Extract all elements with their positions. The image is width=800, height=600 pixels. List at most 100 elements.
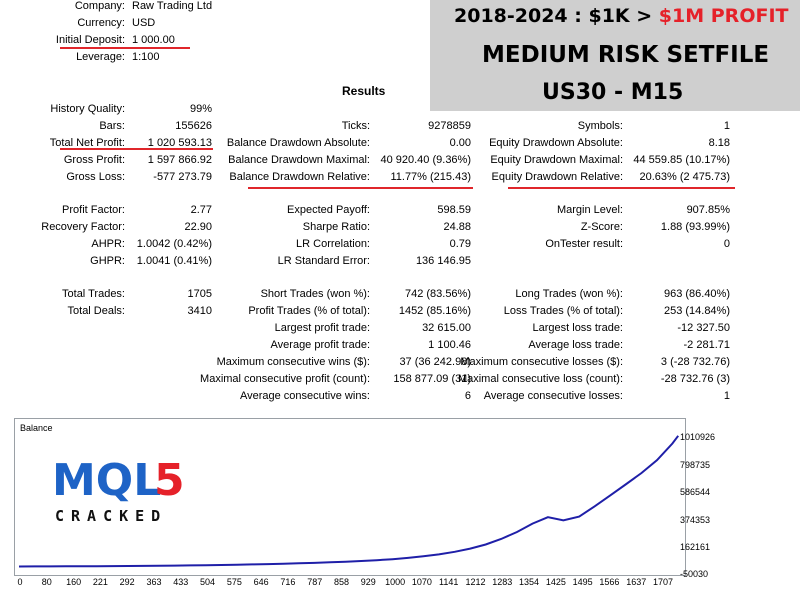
result-label: Recovery Factor: bbox=[41, 221, 125, 233]
result-label: Maximal consecutive loss (count): bbox=[457, 373, 623, 385]
result-value: 907.85% bbox=[686, 204, 730, 216]
result-label: GHPR: bbox=[90, 255, 125, 267]
x-tick-label: 504 bbox=[200, 577, 216, 587]
x-tick-label: 1566 bbox=[599, 577, 620, 587]
x-tick-label: 363 bbox=[146, 577, 162, 587]
highlight-underline bbox=[60, 148, 213, 150]
result-value: 1452 (85.16%) bbox=[398, 305, 471, 317]
result-value: 1 597 866.92 bbox=[147, 154, 212, 166]
result-label: Expected Payoff: bbox=[287, 204, 370, 216]
result-label: Largest profit trade: bbox=[274, 322, 370, 334]
result-value: 9278859 bbox=[428, 120, 471, 132]
result-label: Total Deals: bbox=[67, 305, 125, 317]
result-label: Loss Trades (% of total): bbox=[503, 305, 623, 317]
logo-cracked-text: CRACKED bbox=[55, 507, 168, 525]
result-label: Balance Drawdown Relative: bbox=[229, 171, 370, 183]
result-value: 1 bbox=[723, 390, 730, 402]
result-label: Balance Drawdown Absolute: bbox=[226, 137, 370, 149]
x-tick-label: 1637 bbox=[626, 577, 647, 587]
initial-deposit-highlight bbox=[60, 47, 190, 49]
result-value: 253 (14.84%) bbox=[663, 305, 730, 317]
result-label: Symbols: bbox=[577, 120, 623, 132]
x-tick-label: 1425 bbox=[545, 577, 566, 587]
result-label: Equity Drawdown Relative: bbox=[491, 171, 623, 183]
result-label: Bars: bbox=[99, 120, 125, 132]
x-tick-label: 1000 bbox=[385, 577, 406, 587]
result-label: Ticks: bbox=[341, 120, 370, 132]
result-label: OnTester result: bbox=[545, 238, 623, 250]
chart-title: Balance bbox=[20, 423, 53, 433]
result-label: Long Trades (won %): bbox=[515, 288, 623, 300]
x-tick-label: 80 bbox=[41, 577, 52, 587]
result-value: 1 100.46 bbox=[428, 339, 471, 351]
result-value: 3410 bbox=[187, 305, 212, 317]
x-tick-label: 1141 bbox=[438, 577, 459, 587]
x-tick-label: 1212 bbox=[465, 577, 486, 587]
y-tick-label: -50030 bbox=[680, 569, 709, 579]
header-info-label: Currency: bbox=[77, 17, 125, 29]
result-label: Profit Factor: bbox=[62, 204, 125, 216]
x-tick-label: 0 bbox=[17, 577, 23, 587]
result-label: Equity Drawdown Absolute: bbox=[489, 137, 623, 149]
result-value: 1 020 593.13 bbox=[147, 137, 212, 149]
result-value: 2.77 bbox=[190, 204, 212, 216]
result-label: Equity Drawdown Maximal: bbox=[490, 154, 623, 166]
header-info-value: Raw Trading Ltd bbox=[132, 0, 213, 12]
result-value: 24.88 bbox=[443, 221, 471, 233]
logo-five-text: 5 bbox=[154, 455, 185, 506]
result-value: -577 273.79 bbox=[153, 171, 212, 183]
result-value: 37 (36 242.98) bbox=[399, 356, 471, 368]
result-value: 742 (83.56%) bbox=[404, 288, 471, 300]
result-label: Average consecutive wins: bbox=[239, 390, 370, 402]
result-value: 1.0042 (0.42%) bbox=[136, 238, 212, 250]
result-value: 0.79 bbox=[449, 238, 471, 250]
result-label: LR Standard Error: bbox=[277, 255, 370, 267]
result-label: LR Correlation: bbox=[296, 238, 370, 250]
x-tick-label: 1354 bbox=[519, 577, 540, 587]
y-tick-label: 798735 bbox=[680, 460, 711, 470]
result-label: Margin Level: bbox=[556, 204, 623, 216]
result-label: Maximum consecutive losses ($): bbox=[460, 356, 623, 368]
x-tick-label: 858 bbox=[333, 577, 350, 587]
result-label: AHPR: bbox=[91, 238, 125, 250]
promo-line-3: US30 - M15 bbox=[542, 80, 684, 105]
result-value: 99% bbox=[189, 103, 212, 115]
result-value: 598.59 bbox=[437, 204, 471, 216]
result-label: Average loss trade: bbox=[528, 339, 623, 351]
result-value: 158 877.09 (31) bbox=[393, 373, 471, 385]
highlight-underline bbox=[508, 187, 735, 189]
result-label: Total Trades: bbox=[62, 288, 125, 300]
balance-chart bbox=[14, 418, 686, 576]
result-value: 40 920.40 (9.36%) bbox=[380, 154, 471, 166]
y-tick-label: 1010926 bbox=[680, 432, 716, 442]
header-info-label: Company: bbox=[74, 0, 125, 12]
result-value: 1705 bbox=[187, 288, 212, 300]
result-value: 22.90 bbox=[184, 221, 212, 233]
result-value: -12 327.50 bbox=[677, 322, 730, 334]
x-tick-label: 1283 bbox=[492, 577, 513, 587]
result-value: 6 bbox=[464, 390, 471, 402]
result-label: Total Net Profit: bbox=[49, 137, 125, 149]
highlight-underline bbox=[248, 187, 473, 189]
result-label: Sharpe Ratio: bbox=[302, 221, 370, 233]
result-value: 0.00 bbox=[449, 137, 471, 149]
promo-line-1-prefix: 2018-2024 : $1K > bbox=[454, 5, 659, 27]
result-label: Balance Drawdown Maximal: bbox=[228, 154, 370, 166]
result-value: -2 281.71 bbox=[683, 339, 730, 351]
header-info-value: 1:100 bbox=[132, 51, 160, 63]
header-info-label: Leverage: bbox=[76, 51, 125, 63]
x-tick-label: 292 bbox=[119, 577, 135, 587]
result-label: Gross Loss: bbox=[66, 171, 125, 183]
y-tick-label: 586544 bbox=[680, 487, 711, 497]
result-value: 1 bbox=[723, 120, 730, 132]
header-info-value: 1 000.00 bbox=[132, 34, 175, 46]
mql5-logo-icon: MQL 5 bbox=[52, 455, 185, 506]
x-tick-label: 575 bbox=[226, 577, 242, 587]
result-label: Average consecutive losses: bbox=[483, 390, 623, 402]
result-label: Largest loss trade: bbox=[532, 322, 624, 334]
result-label: Short Trades (won %): bbox=[260, 288, 370, 300]
x-tick-label: 160 bbox=[66, 577, 82, 587]
x-tick-label: 221 bbox=[92, 577, 108, 587]
x-tick-label: 646 bbox=[253, 577, 269, 587]
logo-main-text: MQL bbox=[52, 455, 161, 506]
